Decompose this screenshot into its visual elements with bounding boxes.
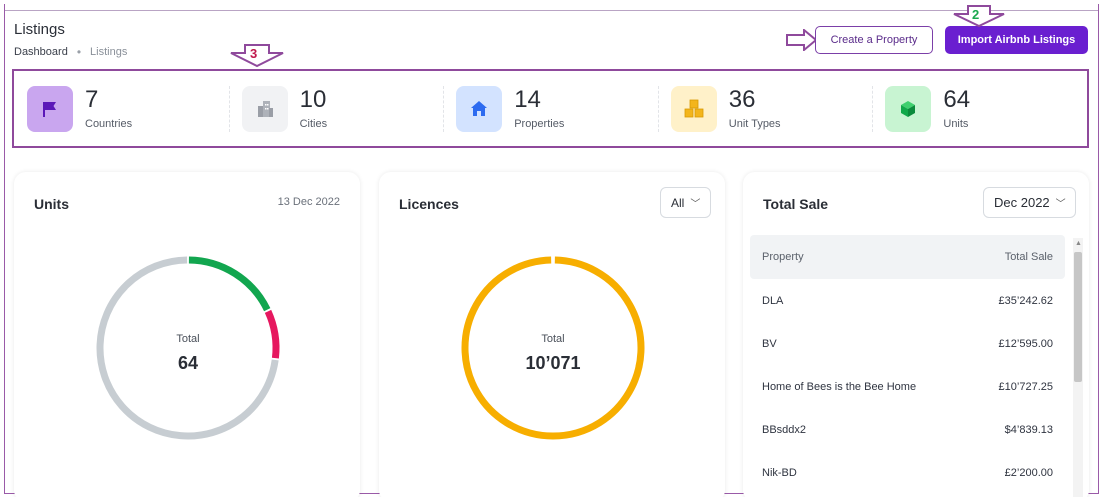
boxes-icon <box>670 85 717 132</box>
total-sale-card: Total Sale Dec 2022 ﹀ Property Total Sal… <box>743 172 1089 497</box>
licences-total-value: 10’071 <box>525 353 581 373</box>
licences-card: Licences All ﹀ Total 10’071 <box>379 172 725 497</box>
stats-strip: 7 Countries 10 Cities 14 Properties 36 U… <box>12 69 1089 148</box>
units-card-date: 13 Dec 2022 <box>277 196 340 208</box>
licences-filter-value: All <box>671 195 685 210</box>
stat-value: 36 <box>728 85 756 113</box>
home-icon <box>456 85 503 132</box>
stat-label: Properties <box>514 117 565 130</box>
units-donut-segment-2 <box>96 256 279 440</box>
stat-value: 7 <box>85 85 99 113</box>
licences-donut-ring <box>461 256 645 440</box>
row-sale: £2’200.00 <box>1004 467 1053 479</box>
sale-month-value: Dec 2022 <box>994 195 1050 210</box>
breadcrumb-separator: • <box>76 45 82 59</box>
stat-cities: 10 Cities <box>228 84 444 134</box>
licences-donut-center: Total 10’071 <box>493 333 613 374</box>
breadcrumb: Dashboard • Listings <box>14 45 127 59</box>
top-divider <box>4 10 1099 11</box>
units-card: Units 13 Dec 2022 Total 64 <box>14 172 360 497</box>
units-total-label: Total <box>176 333 200 345</box>
units-donut-chart <box>96 256 280 440</box>
stat-unit-types: 36 Unit Types <box>657 84 873 134</box>
units-card-title: Units <box>34 196 69 212</box>
flag-icon <box>27 85 73 132</box>
page-title: Listings <box>14 21 65 38</box>
stat-units: 64 Units <box>872 84 1087 134</box>
buildings-icon <box>241 85 288 132</box>
stat-label: Unit Types <box>728 117 781 130</box>
sales-table-header: Property Total Sale <box>750 235 1065 279</box>
scrollbar-thumb[interactable] <box>1074 252 1082 382</box>
stat-label: Countries <box>85 117 133 130</box>
units-donut-center: Total 64 <box>128 333 248 374</box>
table-row: BV £12’595.00 <box>750 338 1065 350</box>
create-property-button[interactable]: Create a Property <box>815 26 933 54</box>
callout-arrow-3 <box>230 44 284 68</box>
stat-value: 10 <box>299 85 327 113</box>
callout-arrow-2 <box>953 5 1005 27</box>
row-sale: £10’727.25 <box>998 381 1053 393</box>
row-property: BV <box>762 338 777 350</box>
chevron-down-icon: ﹀ <box>690 199 701 210</box>
licences-donut-chart <box>461 256 645 440</box>
sale-month-select[interactable]: Dec 2022 ﹀ <box>983 187 1076 218</box>
licences-total-label: Total <box>541 333 565 345</box>
stat-value: 14 <box>514 85 541 113</box>
row-sale: $4’839.13 <box>1004 424 1053 436</box>
callout-label-3: 3 <box>250 46 258 61</box>
total-sale-title: Total Sale <box>763 196 829 212</box>
breadcrumb-listings: Listings <box>90 46 128 58</box>
row-property: DLA <box>762 295 784 307</box>
licences-filter-select[interactable]: All ﹀ <box>660 187 711 218</box>
sales-table-scrollbar[interactable]: ▲ <box>1073 238 1083 497</box>
chevron-down-icon: ﹀ <box>1055 199 1066 210</box>
table-row: DLA £35’242.62 <box>750 295 1065 307</box>
table-row: Nik-BD £2’200.00 <box>750 467 1065 479</box>
licences-card-title: Licences <box>399 196 459 212</box>
callout-arrow-1 <box>786 29 818 51</box>
stat-value: 64 <box>943 85 971 113</box>
stat-label: Cities <box>299 117 328 130</box>
row-property: Nik-BD <box>762 467 797 479</box>
import-airbnb-button[interactable]: Import Airbnb Listings <box>945 26 1088 54</box>
units-donut-segment-0 <box>188 256 271 312</box>
column-header-total-sale[interactable]: Total Sale <box>1004 251 1053 263</box>
row-property: Home of Bees is the Bee Home <box>762 381 917 393</box>
column-header-property[interactable]: Property <box>762 251 804 263</box>
table-row: BBsddx2 $4’839.13 <box>750 424 1065 436</box>
breadcrumb-dashboard[interactable]: Dashboard <box>14 46 68 58</box>
cube-icon <box>885 85 932 132</box>
scroll-up-icon[interactable]: ▲ <box>1075 240 1082 247</box>
stat-properties: 14 Properties <box>443 84 658 134</box>
row-sale: £35’242.62 <box>998 295 1053 307</box>
stat-countries: 7 Countries <box>14 84 229 134</box>
units-total-value: 64 <box>177 353 199 373</box>
stat-label: Units <box>943 117 969 130</box>
row-sale: £12’595.00 <box>998 338 1053 350</box>
units-donut-segment-1 <box>264 309 280 359</box>
callout-label-2: 2 <box>972 7 980 22</box>
row-property: BBsddx2 <box>762 424 807 436</box>
table-row: Home of Bees is the Bee Home £10’727.25 <box>750 381 1065 393</box>
